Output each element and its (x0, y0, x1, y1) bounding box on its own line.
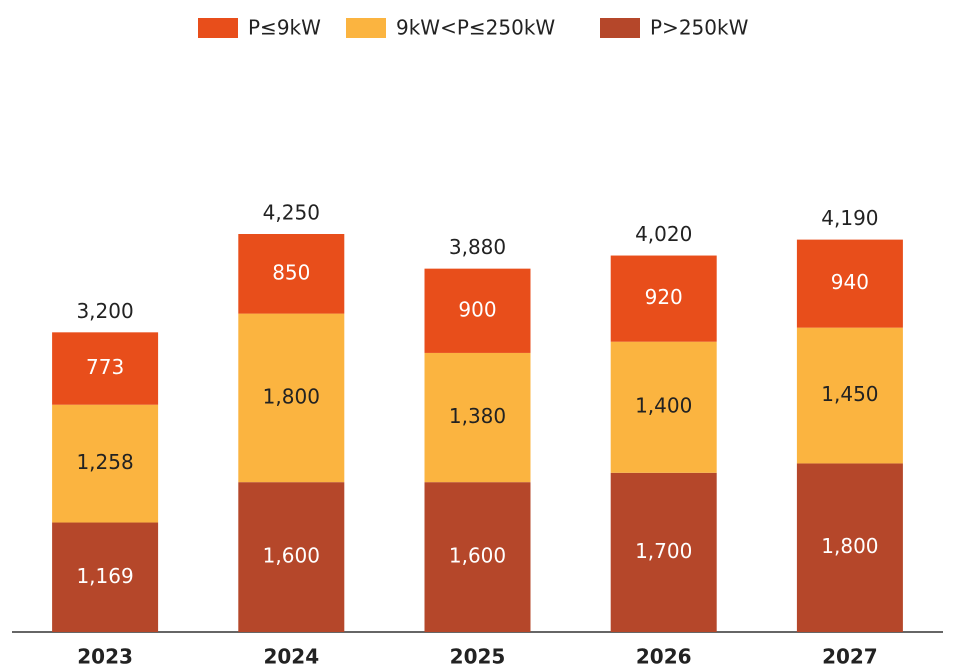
legend-label: P>250kW (650, 16, 749, 40)
value-label: 1,380 (449, 404, 506, 428)
bar-segment (796, 463, 903, 632)
total-label: 4,250 (263, 201, 320, 225)
value-label: 1,600 (449, 544, 506, 568)
legend-label: 9kW<P≤250kW (396, 16, 555, 40)
x-tick-label: 2026 (636, 645, 692, 669)
value-label: 1,800 (263, 384, 320, 408)
x-tick-label: 2025 (450, 645, 506, 669)
total-label: 3,200 (76, 299, 133, 323)
value-label: 1,169 (76, 564, 133, 588)
bar-segment (610, 255, 717, 342)
total-label: 4,020 (635, 222, 692, 246)
value-label: 1,450 (821, 382, 878, 406)
value-label: 1,700 (635, 539, 692, 563)
legend-swatch (346, 18, 386, 38)
bar-segment (424, 482, 531, 632)
bar-segment (238, 482, 345, 632)
legend-label: P≤9kW (248, 16, 321, 40)
bar-segment (52, 332, 159, 405)
bar-segment (238, 234, 345, 314)
value-label: 773 (86, 355, 124, 379)
bar-segment (52, 522, 159, 632)
bar-segment (610, 341, 717, 473)
bar-segment (52, 404, 159, 523)
legend-swatch (198, 18, 238, 38)
bar-segment (424, 352, 531, 483)
value-label: 900 (458, 297, 496, 321)
bar-segment (796, 327, 903, 464)
x-tick-label: 2024 (263, 645, 319, 669)
value-label: 850 (272, 260, 310, 284)
legend-swatch (600, 18, 640, 38)
bar-segment (610, 472, 717, 632)
bar-segment (238, 313, 345, 483)
value-label: 1,400 (635, 394, 692, 418)
value-label: 1,600 (263, 544, 320, 568)
value-label: 940 (831, 270, 869, 294)
bar-segment (796, 239, 903, 328)
value-label: 1,258 (76, 450, 133, 474)
total-label: 3,880 (449, 235, 506, 259)
x-tick-label: 2023 (77, 645, 133, 669)
value-label: 920 (645, 285, 683, 309)
bar-segment (424, 268, 531, 353)
value-label: 1,800 (821, 534, 878, 558)
x-tick-label: 2027 (822, 645, 878, 669)
total-label: 4,190 (821, 206, 878, 230)
